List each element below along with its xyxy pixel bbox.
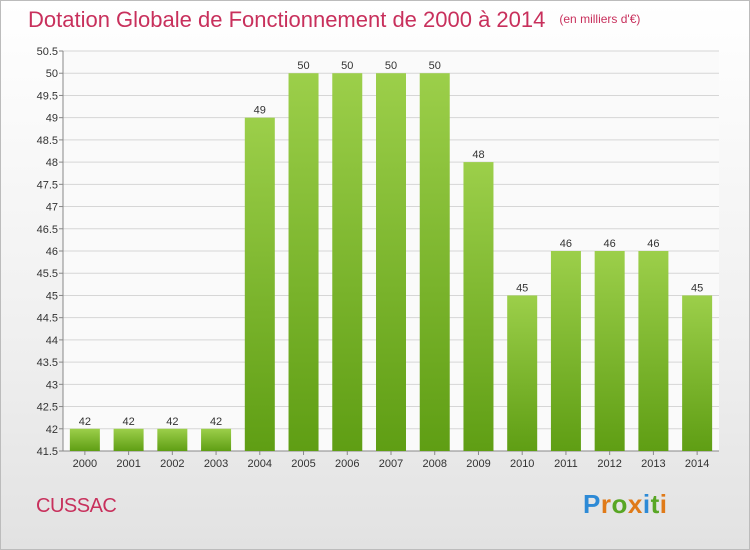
y-tick-label: 50: [46, 68, 58, 80]
y-tick-label: 42: [46, 424, 58, 436]
commune-name: CUSSAC: [36, 495, 117, 517]
x-tick-label: 2008: [422, 458, 446, 470]
bar-value-label: 46: [560, 238, 572, 250]
bar-2001: [113, 428, 144, 451]
proxiti-logo: Proxiti: [583, 489, 668, 519]
bar-2004: [244, 117, 275, 452]
y-tick-label: 50.5: [37, 46, 58, 58]
bar-value-label: 50: [341, 60, 353, 72]
x-tick-label: 2003: [204, 458, 228, 470]
bar-2009: [463, 162, 494, 451]
y-tick-label: 43.5: [37, 357, 58, 369]
bar-2006: [332, 73, 363, 451]
y-tick-label: 47.5: [37, 179, 58, 191]
bar-value-label: 45: [516, 282, 528, 294]
bar-2012: [594, 251, 625, 451]
y-tick-label: 49.5: [37, 90, 58, 102]
x-tick-label: 2009: [466, 458, 490, 470]
bar-value-label: 50: [385, 60, 397, 72]
bar-2000: [69, 428, 100, 451]
y-tick-label: 49: [46, 113, 58, 125]
y-tick-label: 45: [46, 290, 58, 302]
x-tick-label: 2004: [248, 458, 272, 470]
bar-2003: [201, 428, 232, 451]
chart-unit: (en milliers d'€): [559, 12, 641, 26]
bar-2014: [682, 295, 713, 451]
bar-value-label: 50: [429, 60, 441, 72]
bar-2002: [157, 428, 188, 451]
y-tick-label: 46: [46, 246, 58, 258]
bar-2007: [376, 73, 406, 451]
x-tick-label: 2007: [379, 458, 403, 470]
y-tick-label: 44: [46, 335, 58, 347]
chart-title: Dotation Globale de Fonctionnement de 20…: [28, 7, 641, 32]
y-tick-label: 44.5: [37, 313, 58, 325]
x-tick-label: 2002: [160, 458, 184, 470]
x-tick-label: 2001: [116, 458, 140, 470]
x-tick-label: 2012: [597, 458, 621, 470]
bar-value-label: 48: [472, 149, 484, 161]
x-tick-label: 2011: [554, 458, 578, 470]
bar-value-label: 46: [604, 238, 616, 250]
y-tick-label: 43: [46, 379, 58, 391]
x-tick-label: 2010: [510, 458, 534, 470]
bar-value-label: 49: [254, 105, 266, 117]
x-tick-label: 2005: [291, 458, 315, 470]
bar-2005: [288, 73, 319, 451]
x-tick-label: 2006: [335, 458, 359, 470]
x-tick-label: 2014: [685, 458, 709, 470]
bar-value-label: 42: [166, 416, 178, 428]
y-tick-label: 45.5: [37, 268, 58, 280]
bar-2008: [419, 73, 450, 451]
bar-value-label: 42: [122, 416, 134, 428]
bar-2013: [638, 251, 669, 451]
x-tick-label: 2013: [641, 458, 665, 470]
bar-2010: [507, 295, 538, 451]
bar-value-label: 45: [691, 282, 703, 294]
bar-value-label: 42: [210, 416, 222, 428]
y-tick-label: 46.5: [37, 224, 58, 236]
bar-value-label: 50: [297, 60, 309, 72]
y-tick-label: 47: [46, 202, 58, 214]
y-tick-label: 48: [46, 157, 58, 169]
bar-value-label: 46: [647, 238, 659, 250]
y-tick-label: 41.5: [37, 446, 58, 458]
x-tick-label: 2000: [73, 458, 97, 470]
bar-value-label: 42: [79, 416, 91, 428]
y-tick-label: 48.5: [37, 135, 58, 147]
bar-2011: [550, 251, 581, 451]
y-tick-label: 42.5: [37, 402, 58, 414]
